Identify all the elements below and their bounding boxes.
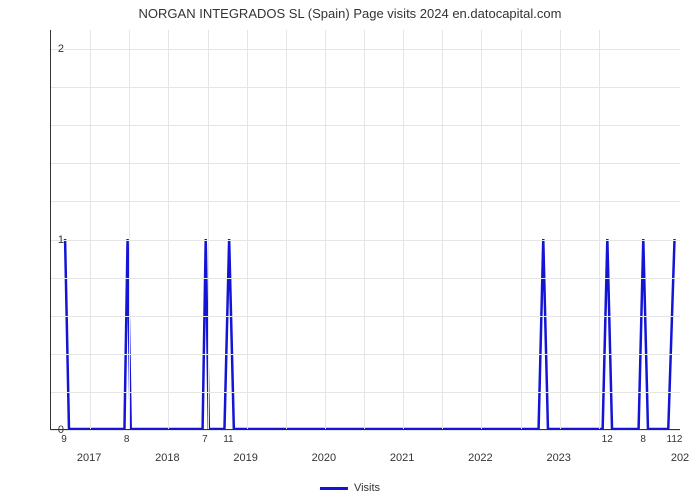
- grid-line-h-minor: [51, 163, 680, 164]
- legend-label: Visits: [354, 482, 380, 494]
- y-tick-label: 2: [58, 43, 64, 55]
- grid-line-h: [51, 240, 680, 241]
- grid-line-v-minor: [286, 30, 287, 429]
- x-tick-label: 2023: [546, 452, 570, 464]
- grid-line-v-minor: [364, 30, 365, 429]
- point-label: 9: [61, 434, 67, 445]
- x-tick-label: 2018: [155, 452, 179, 464]
- grid-line-v: [481, 30, 482, 429]
- grid-line-v: [90, 30, 91, 429]
- point-label: 7: [202, 434, 208, 445]
- x-tick-label: 2021: [390, 452, 414, 464]
- grid-line-h-minor: [51, 354, 680, 355]
- point-label: 11: [223, 434, 233, 445]
- grid-line-v-minor: [208, 30, 209, 429]
- grid-line-v-minor: [521, 30, 522, 429]
- x-tick-label: 2017: [77, 452, 101, 464]
- visits-line: [65, 239, 674, 429]
- point-label: 8: [640, 434, 646, 445]
- grid-line-h-minor: [51, 392, 680, 393]
- grid-line-v: [168, 30, 169, 429]
- grid-line-v-minor: [129, 30, 130, 429]
- legend-line-icon: [320, 487, 348, 490]
- x-tick-label: 2022: [468, 452, 492, 464]
- point-label: 12: [602, 434, 613, 445]
- grid-line-v: [247, 30, 248, 429]
- grid-line-h-minor: [51, 278, 680, 279]
- line-series: [51, 30, 680, 429]
- grid-line-h-minor: [51, 125, 680, 126]
- y-tick-label: 1: [58, 234, 64, 246]
- grid-line-v: [325, 30, 326, 429]
- chart-title: NORGAN INTEGRADOS SL (Spain) Page visits…: [139, 6, 562, 21]
- grid-line-h-minor: [51, 316, 680, 317]
- plot-area: [50, 30, 680, 430]
- grid-line-v: [560, 30, 561, 429]
- grid-line-h: [51, 430, 680, 431]
- grid-line-h-minor: [51, 201, 680, 202]
- grid-line-v: [403, 30, 404, 429]
- grid-line-v-minor: [442, 30, 443, 429]
- x-tick-label: 2019: [233, 452, 257, 464]
- x-tick-label: 2020: [312, 452, 336, 464]
- x-tick-label: 202: [671, 452, 689, 464]
- grid-line-h: [51, 49, 680, 50]
- grid-line-h-minor: [51, 87, 680, 88]
- grid-line-v-minor: [599, 30, 600, 429]
- point-label: 8: [124, 434, 130, 445]
- point-label: 112: [667, 434, 683, 445]
- legend: Visits: [320, 482, 380, 494]
- chart-container: NORGAN INTEGRADOS SL (Spain) Page visits…: [0, 0, 700, 500]
